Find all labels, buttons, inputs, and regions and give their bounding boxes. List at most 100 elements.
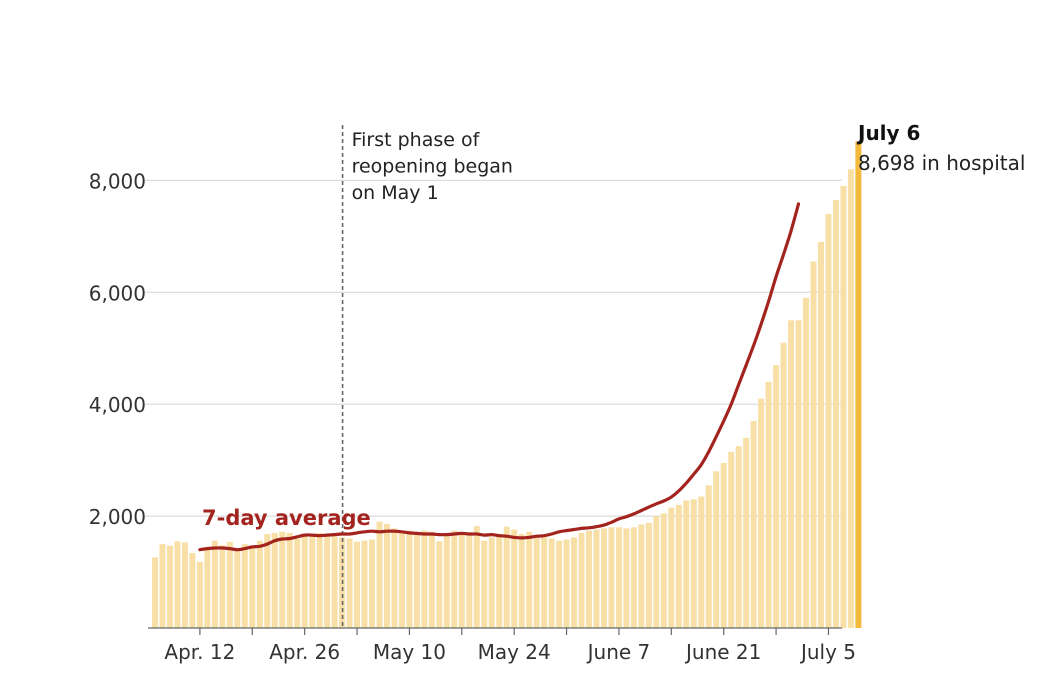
daily-bar bbox=[526, 531, 533, 628]
daily-bar bbox=[354, 541, 361, 628]
daily-bar bbox=[324, 534, 331, 628]
seven-day-average-line bbox=[198, 202, 801, 552]
x-tick-label: June 21 bbox=[684, 640, 761, 664]
daily-bar bbox=[152, 557, 158, 628]
y-tick-label: 6,000 bbox=[89, 281, 146, 305]
reopening-text-line-2: reopening began bbox=[352, 156, 513, 178]
average-line-group: 7-day average bbox=[198, 202, 801, 552]
daily-bar bbox=[481, 540, 488, 628]
y-tick-label: 4,000 bbox=[89, 393, 146, 417]
daily-bar bbox=[466, 532, 473, 628]
daily-bar bbox=[204, 546, 211, 628]
daily-bar bbox=[181, 542, 188, 628]
daily-bar bbox=[376, 521, 383, 628]
daily-bar bbox=[675, 504, 682, 628]
daily-bar bbox=[346, 538, 353, 628]
reopening-text-line-3: on May 1 bbox=[352, 182, 439, 204]
daily-bar bbox=[653, 516, 660, 628]
daily-bar bbox=[518, 534, 525, 628]
daily-bar bbox=[623, 528, 630, 628]
x-tick-label: June 7 bbox=[586, 640, 651, 664]
daily-bar bbox=[668, 507, 675, 628]
daily-bar bbox=[578, 532, 585, 628]
daily-bar bbox=[271, 532, 278, 628]
daily-bar bbox=[301, 535, 308, 628]
daily-bar bbox=[226, 541, 233, 628]
daily-bar bbox=[847, 169, 854, 628]
reopening-annotation: First phase of reopening began on May 1 bbox=[341, 125, 513, 628]
latest-day-bar bbox=[855, 141, 862, 628]
daily-bar bbox=[286, 532, 293, 628]
daily-bar bbox=[458, 532, 465, 628]
daily-bar bbox=[166, 545, 173, 628]
daily-bar bbox=[219, 545, 226, 628]
daily-bar bbox=[398, 532, 405, 628]
daily-bar bbox=[638, 524, 645, 628]
daily-bar bbox=[690, 499, 697, 628]
daily-bar bbox=[556, 540, 563, 628]
callout-value: 8,698 in hospital bbox=[858, 151, 1025, 175]
daily-bar bbox=[600, 528, 607, 628]
daily-bar bbox=[541, 537, 548, 628]
daily-bar bbox=[496, 534, 503, 628]
daily-bar bbox=[817, 241, 824, 628]
daily-bar bbox=[436, 541, 443, 628]
daily-bar bbox=[705, 485, 712, 628]
x-tick-label: Apr. 26 bbox=[269, 640, 340, 664]
daily-bar bbox=[488, 537, 495, 628]
latest-value-callout: July 6 8,698 in hospital bbox=[856, 121, 1025, 175]
daily-bar bbox=[391, 528, 398, 628]
daily-bar bbox=[728, 451, 735, 628]
daily-bar bbox=[608, 527, 615, 628]
daily-bar bbox=[803, 297, 810, 628]
daily-bar bbox=[571, 537, 578, 628]
daily-bar bbox=[256, 540, 263, 628]
daily-bar bbox=[361, 540, 368, 628]
daily-bar bbox=[840, 185, 847, 628]
daily-bar bbox=[443, 532, 450, 628]
daily-bar bbox=[473, 526, 480, 628]
daily-bar bbox=[788, 320, 795, 628]
daily-bar bbox=[196, 561, 203, 628]
daily-bar bbox=[406, 530, 413, 628]
daily-bar bbox=[780, 342, 787, 628]
daily-bar bbox=[743, 437, 750, 628]
daily-bar bbox=[810, 261, 817, 628]
daily-bar bbox=[720, 462, 727, 628]
daily-bar bbox=[264, 534, 271, 628]
daily-bar bbox=[698, 496, 705, 628]
daily-bar bbox=[563, 539, 570, 628]
daily-bar bbox=[451, 530, 458, 628]
daily-bar bbox=[383, 523, 390, 628]
daily-bar bbox=[630, 527, 637, 628]
daily-bar bbox=[750, 420, 757, 628]
daily-bar bbox=[331, 536, 338, 628]
x-tick-label: May 24 bbox=[478, 640, 551, 664]
daily-bar bbox=[234, 547, 241, 628]
daily-bar bbox=[758, 398, 765, 628]
daily-bar bbox=[421, 530, 428, 628]
daily-bar bbox=[174, 541, 181, 628]
x-tick-label: Apr. 12 bbox=[164, 640, 235, 664]
daily-bar bbox=[795, 320, 802, 628]
y-tick-label: 8,000 bbox=[89, 169, 146, 193]
y-tick-label: 2,000 bbox=[89, 505, 146, 529]
daily-bar bbox=[211, 540, 218, 628]
daily-bar bbox=[832, 199, 839, 629]
reopening-text-line-1: First phase of bbox=[352, 129, 481, 151]
daily-bar bbox=[503, 526, 510, 628]
daily-bar bbox=[645, 522, 652, 628]
axes: Apr. 12 Apr. 26 May 10 May 24 June 7 June 21 J… bbox=[148, 627, 856, 664]
daily-bar bbox=[511, 529, 518, 628]
daily-bar bbox=[159, 544, 166, 628]
daily-bar bbox=[428, 531, 435, 628]
daily-bar bbox=[735, 446, 742, 628]
callout-date: July 6 bbox=[856, 121, 920, 145]
daily-bar bbox=[279, 531, 286, 628]
daily-bar bbox=[369, 539, 376, 628]
seven-day-average-label: 7-day average bbox=[202, 506, 371, 530]
daily-bar bbox=[316, 532, 323, 628]
daily-bar bbox=[713, 471, 720, 628]
gridlines: 2,000 4,000 6,000 8,000 bbox=[89, 169, 842, 529]
